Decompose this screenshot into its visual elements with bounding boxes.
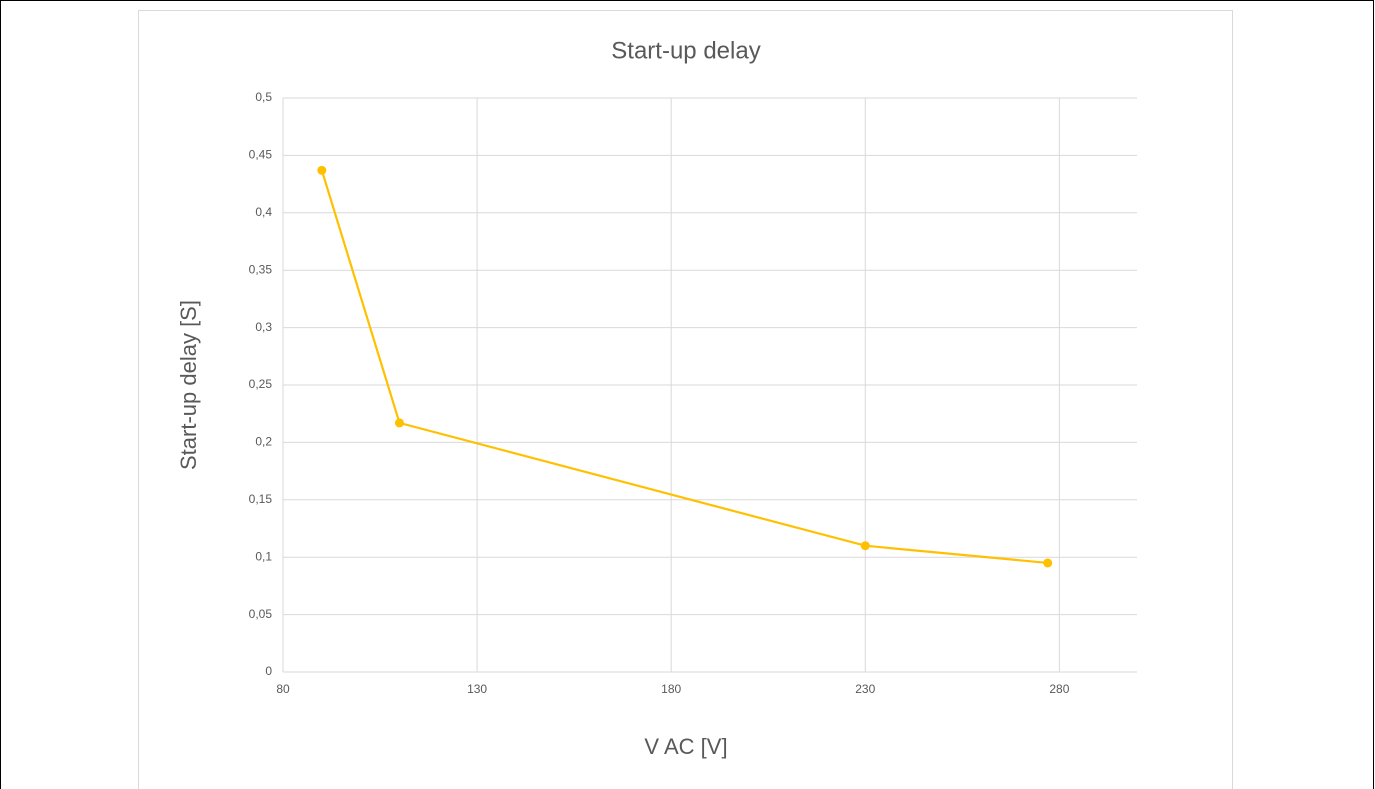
y-tick-label: 0,3 [255, 320, 272, 334]
y-tick-label: 0,1 [255, 549, 272, 563]
y-tick-label: 0,5 [255, 90, 272, 104]
y-tick-label: 0,4 [255, 205, 272, 219]
y-tick-label: 0,35 [249, 262, 273, 276]
x-tick-label: 180 [661, 682, 681, 696]
chart-title: Start-up delay [611, 37, 760, 64]
x-tick-label: 80 [276, 682, 290, 696]
x-axis-label: V AC [V] [644, 734, 727, 759]
x-tick-label: 230 [855, 682, 875, 696]
data-line [320, 170, 1048, 565]
chart-frame [138, 10, 1233, 789]
y-tick-label: 0,2 [255, 435, 272, 449]
data-point [860, 541, 870, 551]
y-tick-label: 0,15 [249, 492, 273, 506]
data-point [394, 418, 404, 428]
y-tick-label: 0,45 [249, 148, 273, 162]
y-tick-label: 0,25 [249, 377, 273, 391]
data-point [317, 165, 327, 175]
y-axis-label: Start-up delay [S] [176, 300, 201, 470]
data-point [1043, 558, 1053, 568]
y-tick-label: 0 [265, 664, 272, 678]
y-tick-label: 0,05 [249, 607, 273, 621]
x-tick-label: 130 [467, 682, 487, 696]
x-tick-label: 280 [1049, 682, 1069, 696]
